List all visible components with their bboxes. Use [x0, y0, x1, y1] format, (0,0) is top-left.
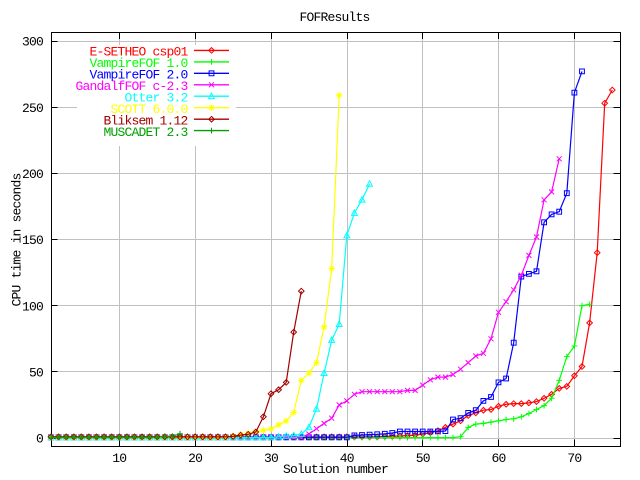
svg-text:E-SETHEO csp01: E-SETHEO csp01 — [89, 45, 188, 60]
svg-text:300: 300 — [22, 35, 43, 50]
svg-text:50: 50 — [416, 451, 430, 466]
svg-text:0: 0 — [36, 432, 43, 447]
svg-text:FOFResults: FOFResults — [299, 10, 369, 25]
svg-text:10: 10 — [112, 451, 126, 466]
svg-text:Solution number: Solution number — [283, 462, 388, 477]
svg-text:CPU time in seconds: CPU time in seconds — [10, 173, 25, 306]
svg-text:60: 60 — [491, 451, 505, 466]
svg-text:20: 20 — [188, 451, 202, 466]
svg-text:150: 150 — [22, 233, 43, 248]
svg-text:200: 200 — [22, 167, 43, 182]
svg-text:30: 30 — [264, 451, 278, 466]
svg-text:50: 50 — [29, 365, 43, 380]
svg-text:GandalfFOF c-2.3: GandalfFOF c-2.3 — [75, 79, 187, 94]
svg-text:70: 70 — [567, 451, 581, 466]
svg-text:Bliksem 1.12: Bliksem 1.12 — [103, 114, 187, 129]
svg-text:VampireFOF 1.0: VampireFOF 1.0 — [89, 56, 187, 71]
svg-text:MUSCADET 2.3: MUSCADET 2.3 — [103, 125, 187, 140]
svg-text:100: 100 — [22, 299, 43, 314]
svg-text:250: 250 — [22, 101, 43, 116]
svg-text:40: 40 — [340, 451, 354, 466]
svg-text:VampireFOF 2.0: VampireFOF 2.0 — [89, 68, 187, 83]
svg-text:SCOTT 6.0.0: SCOTT 6.0.0 — [110, 102, 187, 117]
svg-text:Otter 3.2: Otter 3.2 — [124, 91, 187, 106]
